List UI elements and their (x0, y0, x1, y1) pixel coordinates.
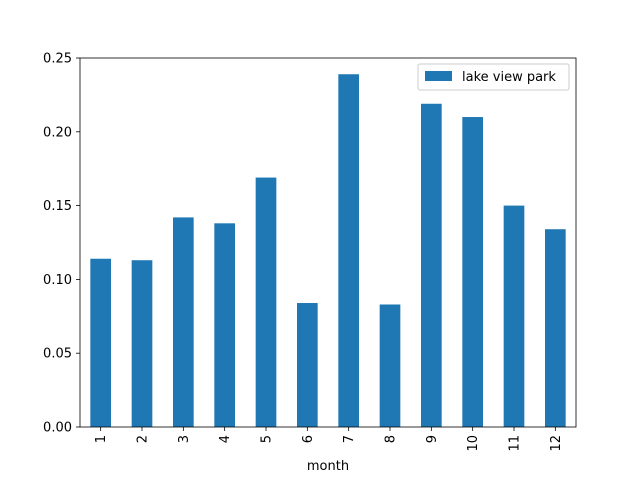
x-tick-label: 4 (218, 435, 233, 443)
x-axis-label: month (307, 459, 349, 474)
plot-frame (79, 57, 577, 428)
x-tick-label: 6 (301, 435, 316, 443)
bar-7 (338, 74, 359, 428)
bar-6 (297, 303, 318, 427)
bar-8 (379, 304, 401, 427)
x-tick-label: 11 (508, 435, 523, 452)
bar-1 (90, 258, 111, 427)
bar-12 (545, 229, 566, 427)
legend-box (417, 63, 570, 91)
x-axis: 1 2 3 4 5 6 7 8 9 10 11 12 (94, 427, 564, 452)
bar-3 (173, 217, 194, 427)
legend-label: lake view park (462, 70, 556, 85)
x-tick-label: 9 (425, 435, 440, 443)
legend-swatch (425, 71, 452, 81)
x-tick-label: 2 (136, 435, 151, 443)
y-tick-label: 0.10 (43, 273, 72, 288)
bar-2 (131, 260, 153, 427)
x-tick-label: 5 (260, 435, 275, 443)
bars-group (90, 74, 566, 428)
y-tick-label: 0.00 (43, 421, 72, 436)
y-tick-label: 0.15 (43, 199, 72, 214)
x-tick-label: 3 (177, 435, 192, 443)
x-tick-label: 8 (384, 435, 399, 443)
bar-11 (503, 205, 525, 427)
x-tick-label: 12 (549, 435, 564, 452)
bar-10 (462, 117, 483, 427)
x-tick-label: 7 (342, 435, 357, 443)
bar-4 (214, 223, 235, 427)
bar-5 (255, 177, 277, 427)
y-tick-label: 0.05 (43, 347, 72, 362)
legend: lake view park (417, 63, 570, 91)
y-tick-label: 0.25 (43, 52, 72, 67)
y-axis: 0.00 0.05 0.10 0.15 0.20 0.25 (43, 52, 80, 436)
x-tick-label: 1 (94, 435, 109, 443)
x-tick-label: 10 (466, 435, 481, 452)
bar-9 (421, 103, 442, 427)
y-tick-label: 0.20 (43, 125, 72, 140)
